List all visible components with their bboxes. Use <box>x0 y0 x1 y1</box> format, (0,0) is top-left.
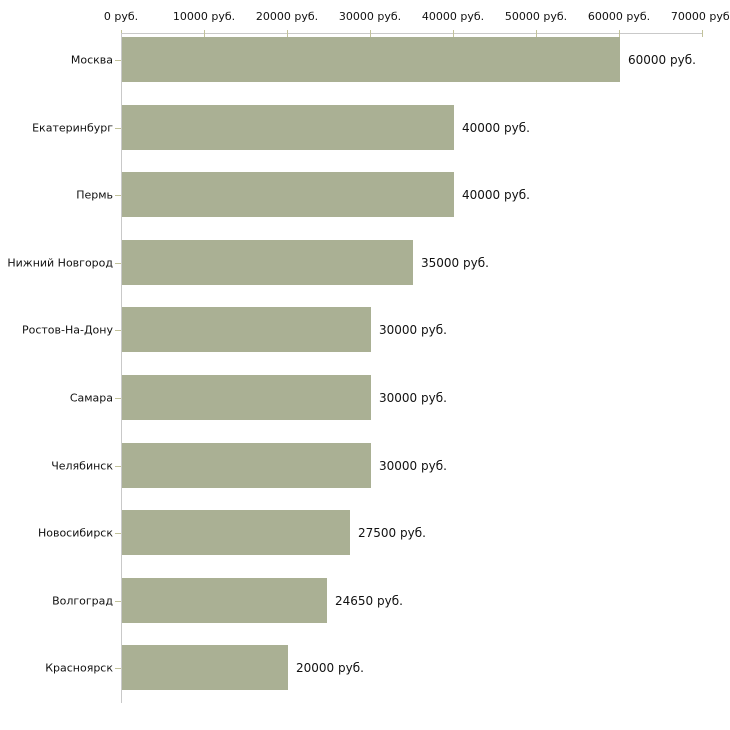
category-label: Нижний Новгород <box>7 256 113 270</box>
value-label: 30000 руб. <box>379 391 447 405</box>
x-axis-tick <box>204 30 205 37</box>
value-label: 35000 руб. <box>421 256 489 270</box>
category-label: Москва <box>70 53 113 67</box>
y-axis-tick <box>115 668 121 669</box>
bar <box>122 510 350 555</box>
x-axis-tick-label: 10000 руб. <box>172 10 236 23</box>
x-axis-line <box>121 33 703 34</box>
category-label: Волгоград <box>52 594 113 608</box>
y-axis-tick <box>115 466 121 467</box>
y-axis-tick <box>115 398 121 399</box>
y-axis-line <box>121 33 122 703</box>
category-label: Ростов-На-Дону <box>21 323 113 337</box>
x-axis-tick-label: 20000 руб. <box>255 10 319 23</box>
x-axis-tick-label: 30000 руб. <box>338 10 402 23</box>
value-label: 60000 руб. <box>628 53 696 67</box>
value-label: 27500 руб. <box>358 526 426 540</box>
x-axis-tick-label: 50000 руб. <box>504 10 568 23</box>
y-axis-tick <box>115 60 121 61</box>
y-axis-tick <box>115 195 121 196</box>
x-axis-tick <box>453 30 454 37</box>
x-axis-tick-label: 60000 руб. <box>587 10 651 23</box>
bar <box>122 443 371 488</box>
x-axis-tick-label: 40000 руб. <box>421 10 485 23</box>
bar <box>122 578 327 623</box>
value-label: 40000 руб. <box>462 121 530 135</box>
bar <box>122 240 413 285</box>
category-label: Челябинск <box>51 459 113 473</box>
category-label: Пермь <box>76 188 113 202</box>
x-axis-tick <box>287 30 288 37</box>
x-axis-tick <box>702 30 703 37</box>
x-axis-tick <box>370 30 371 37</box>
bar <box>122 307 371 352</box>
x-axis-tick <box>619 30 620 37</box>
y-axis-tick <box>115 601 121 602</box>
value-label: 20000 руб. <box>296 661 364 675</box>
bar <box>122 105 454 150</box>
x-axis-tick-label: 0 руб. <box>103 10 139 23</box>
category-label: Новосибирск <box>37 526 113 540</box>
y-axis-tick <box>115 330 121 331</box>
bar <box>122 645 288 690</box>
bar <box>122 375 371 420</box>
y-axis-tick <box>115 533 121 534</box>
y-axis-tick <box>115 128 121 129</box>
category-label: Красноярск <box>45 661 113 675</box>
bar <box>122 172 454 217</box>
category-label: Екатеринбург <box>32 121 113 135</box>
value-label: 24650 руб. <box>335 594 403 608</box>
value-label: 40000 руб. <box>462 188 530 202</box>
category-label: Самара <box>69 391 113 405</box>
value-label: 30000 руб. <box>379 459 447 473</box>
y-axis-tick <box>115 263 121 264</box>
bar <box>122 37 620 82</box>
value-label: 30000 руб. <box>379 323 447 337</box>
x-axis-tick-label: 70000 руб. <box>670 10 730 23</box>
x-axis-tick <box>536 30 537 37</box>
